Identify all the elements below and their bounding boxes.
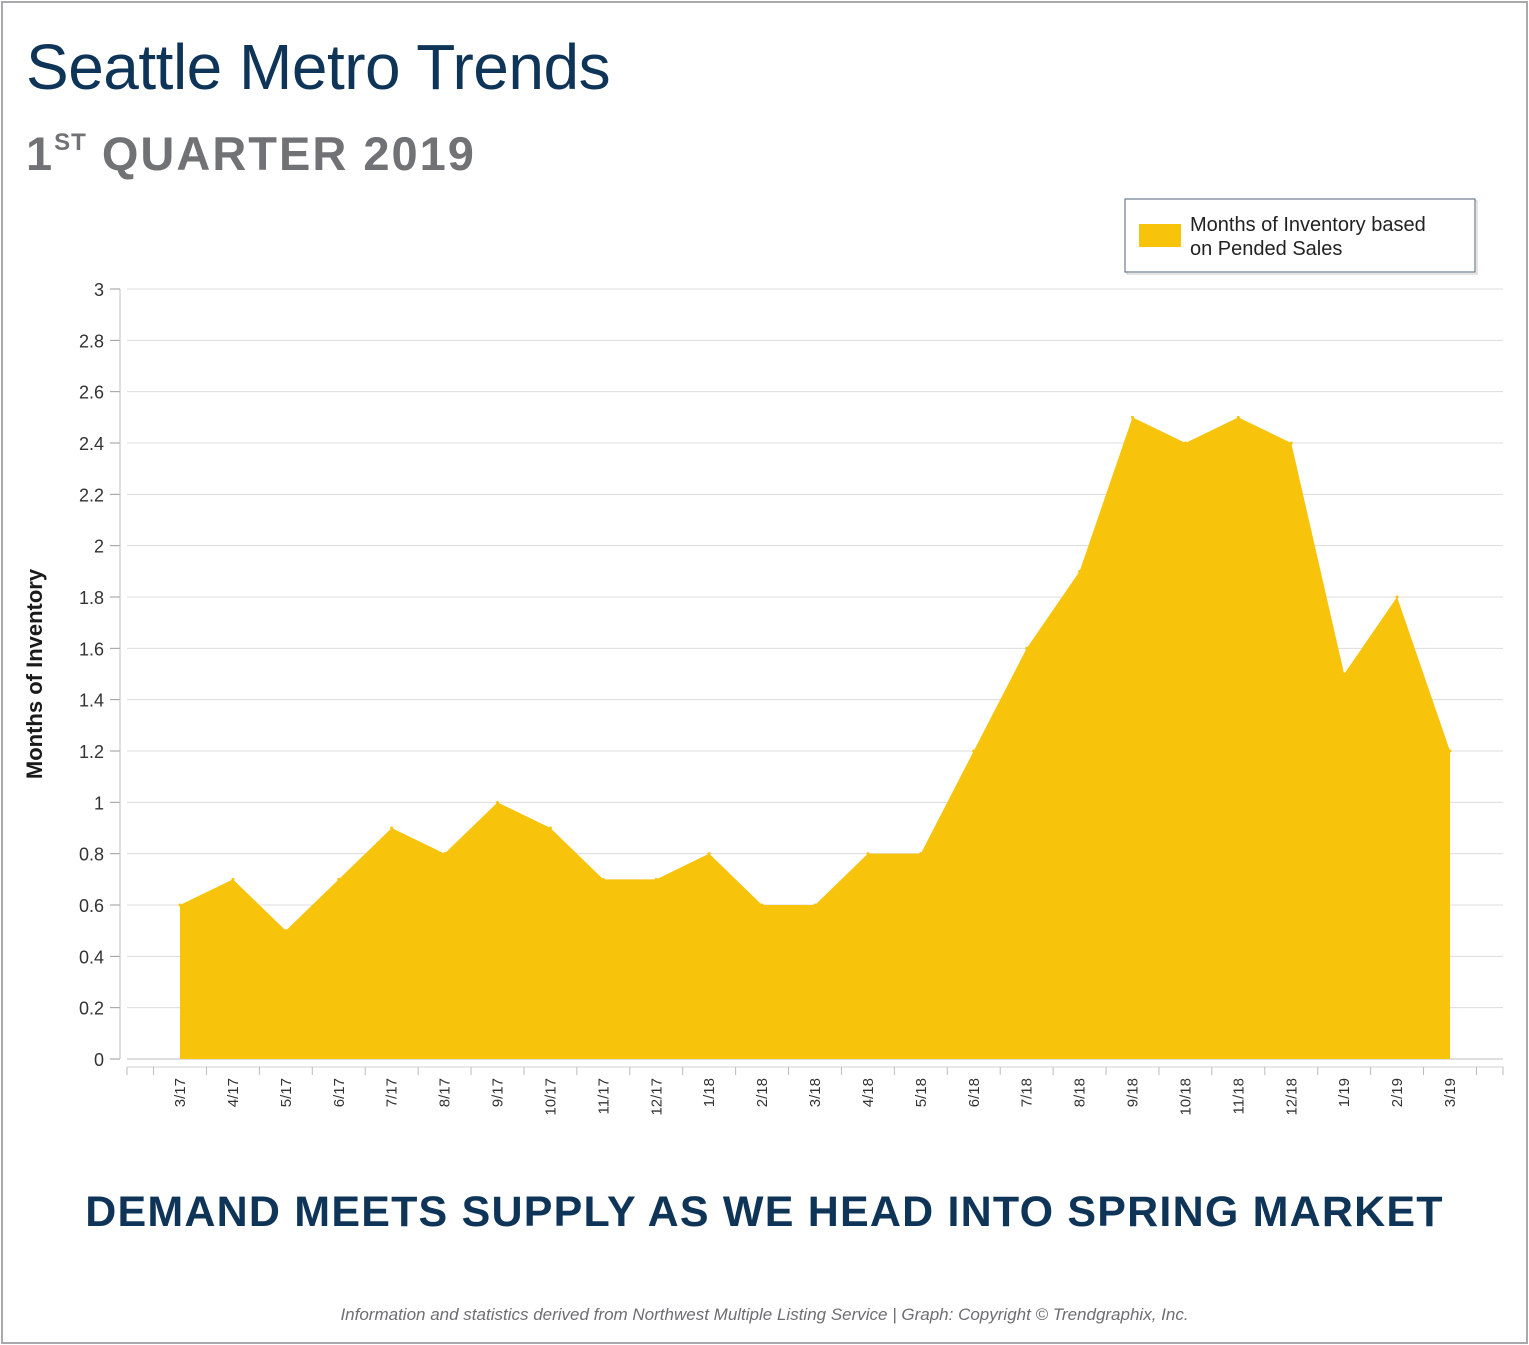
y-tick-label: 1.8	[79, 588, 104, 608]
data-point	[1183, 441, 1187, 445]
x-tick-label: 7/17	[384, 1078, 401, 1107]
x-tick-label: 9/18	[1125, 1078, 1142, 1107]
y-tick-label: 1.2	[79, 742, 104, 762]
data-point	[707, 852, 711, 856]
data-point	[919, 852, 923, 856]
x-tick-label: 12/17	[648, 1078, 665, 1116]
data-point	[760, 903, 764, 907]
x-tick-label: 11/18	[1230, 1078, 1247, 1114]
x-tick-label: 1/18	[701, 1078, 718, 1107]
data-point	[337, 877, 341, 881]
x-tick-label: 12/18	[1283, 1078, 1300, 1116]
x-tick-label: 6/18	[966, 1078, 983, 1107]
x-tick-label: 6/17	[331, 1078, 348, 1107]
y-tick-label: 2.2	[79, 485, 104, 505]
x-tick-label: 9/17	[490, 1078, 507, 1107]
x-tick-label: 2/19	[1389, 1078, 1406, 1107]
x-tick-label: 3/19	[1442, 1078, 1459, 1107]
data-point	[813, 903, 817, 907]
data-point	[972, 749, 976, 753]
legend-box	[1124, 198, 1476, 273]
x-tick-label: 1/19	[1336, 1078, 1353, 1107]
y-axis-title: Months of Inventory	[22, 568, 47, 779]
series-area	[180, 417, 1450, 1060]
x-tick-label: 8/17	[437, 1078, 454, 1107]
data-point	[1448, 749, 1452, 753]
x-tick-label: 4/18	[860, 1078, 877, 1107]
data-point	[1395, 595, 1399, 599]
x-tick-label: 2/18	[754, 1078, 771, 1107]
data-point	[1289, 441, 1293, 445]
x-tick-label: 11/17	[595, 1078, 612, 1114]
y-tick-label: 0	[94, 1050, 104, 1070]
data-point	[654, 877, 658, 881]
data-point	[284, 929, 288, 933]
x-tick-label: 7/18	[1019, 1078, 1036, 1107]
data-point	[496, 800, 499, 804]
legend-swatch	[1139, 224, 1181, 247]
subtitle-ordinal-suffix: ST	[54, 129, 87, 156]
data-point	[1342, 672, 1346, 676]
legend-label: on Pended Sales	[1190, 238, 1342, 260]
data-point	[1131, 415, 1134, 419]
data-point	[866, 852, 870, 856]
y-tick-label: 2.8	[79, 331, 104, 351]
y-tick-label: 1.4	[79, 691, 104, 711]
y-tick-label: 0.6	[79, 896, 104, 916]
y-tick-label: 0.2	[79, 999, 104, 1019]
data-point	[1236, 415, 1240, 419]
x-tick-label: 3/17	[172, 1078, 189, 1107]
x-tick-label: 10/18	[1177, 1078, 1194, 1116]
x-tick-label: 3/18	[807, 1078, 824, 1107]
x-tick-label: 8/18	[1072, 1078, 1089, 1107]
page-subtitle: 1ST QUARTER 2019	[26, 126, 476, 181]
data-point	[601, 877, 605, 881]
y-tick-label: 3	[94, 280, 104, 300]
data-point	[178, 903, 182, 907]
x-tick-label: 5/17	[278, 1078, 295, 1107]
page-title: Seattle Metro Trends	[26, 31, 611, 103]
data-point	[443, 852, 447, 856]
y-tick-label: 1.6	[79, 639, 104, 659]
y-tick-label: 0.8	[79, 845, 104, 865]
data-point	[390, 826, 394, 830]
x-tick-label: 10/17	[542, 1078, 559, 1116]
y-tick-label: 2.6	[79, 383, 104, 403]
y-tick-label: 2	[94, 537, 104, 557]
y-tick-label: 1	[94, 793, 104, 813]
data-point	[1025, 646, 1029, 650]
data-point	[548, 826, 552, 830]
data-point	[231, 877, 235, 881]
x-tick-label: 4/17	[225, 1078, 242, 1107]
subtitle-text: QUARTER 2019	[86, 127, 476, 180]
legend-label: Months of Inventory based	[1190, 214, 1426, 236]
data-point	[1078, 569, 1082, 573]
y-tick-label: 0.4	[79, 947, 104, 967]
y-tick-label: 2.4	[79, 434, 104, 454]
x-tick-label: 5/18	[913, 1078, 930, 1107]
subtitle-ordinal: 1	[26, 127, 55, 180]
source-footnote: Information and statistics derived from …	[340, 1305, 1189, 1324]
chart-headline: DEMAND MEETS SUPPLY AS WE HEAD INTO SPRI…	[85, 1188, 1444, 1236]
